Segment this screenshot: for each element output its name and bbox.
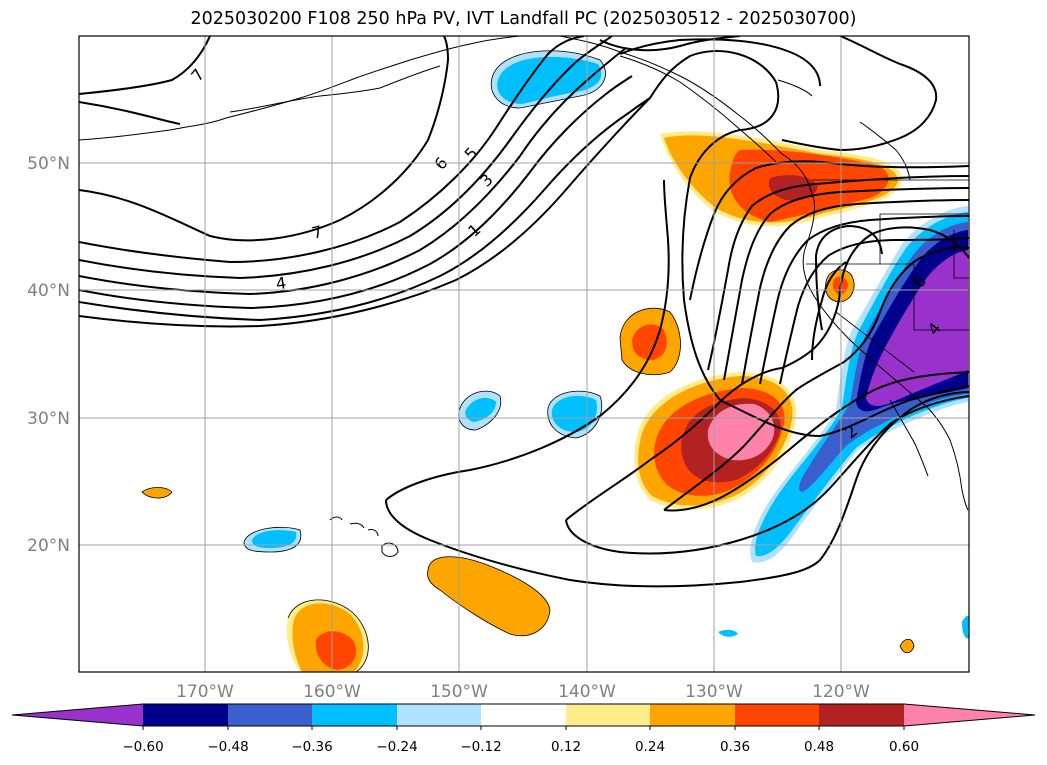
colorbar-segment (904, 704, 1035, 726)
colorbar-segment (566, 704, 650, 726)
hawaii-islands (329, 516, 399, 557)
lon-label-150w: 150°W (430, 682, 488, 702)
contour-label: 7 (310, 222, 325, 243)
colorbar-tick-label: −0.12 (460, 739, 501, 755)
lon-label-140w: 140°W (558, 682, 616, 702)
colorbar-segment (735, 704, 819, 726)
lon-label-160w: 160°W (303, 682, 361, 702)
colorbar-segment (819, 704, 904, 726)
colorbar-tick-label: 0.48 (804, 739, 834, 755)
colorbar-tick-label: −0.24 (376, 739, 417, 755)
colorbar-tick-label: 0.12 (551, 739, 581, 755)
lat-label-40n: 40°N (27, 281, 70, 301)
lat-label-30n: 30°N (27, 409, 70, 429)
gridlines (79, 36, 969, 672)
colorbar-segment (228, 704, 312, 726)
colorbar-tick-label: 0.60 (889, 739, 919, 755)
colorbar-segment (12, 704, 143, 726)
colorbar-tick-label: −0.60 (122, 739, 163, 755)
lon-label-120w: 120°W (812, 682, 870, 702)
colorbar-segment (312, 704, 397, 726)
lat-label-20n: 20°N (27, 536, 70, 556)
coastlines (79, 36, 969, 511)
lon-label-170w: 170°W (176, 682, 234, 702)
contour-label: 4 (275, 273, 288, 293)
colorbar-segment (397, 704, 481, 726)
lon-label-130w: 130°W (685, 682, 743, 702)
colorbar-tick-label: 0.24 (635, 739, 665, 755)
plot-area (79, 36, 969, 672)
colorbar-ticks: −0.60 −0.48 −0.36 −0.24 −0.12 0.12 0.24 … (122, 739, 919, 755)
colorbar-tick-label: 0.36 (720, 739, 750, 755)
colorbar-segment (143, 704, 228, 726)
colorbar (11, 703, 1036, 730)
colorbar-tick-label: −0.36 (291, 739, 332, 755)
colorbar-segment (650, 704, 735, 726)
colorbar-segment (481, 704, 566, 726)
plot-frame (78, 35, 970, 673)
lat-label-50n: 50°N (27, 154, 70, 174)
borders (806, 179, 969, 373)
colorbar-tick-label: −0.48 (207, 739, 248, 755)
map-title: 2025030200 F108 250 hPa PV, IVT Landfall… (190, 9, 857, 29)
